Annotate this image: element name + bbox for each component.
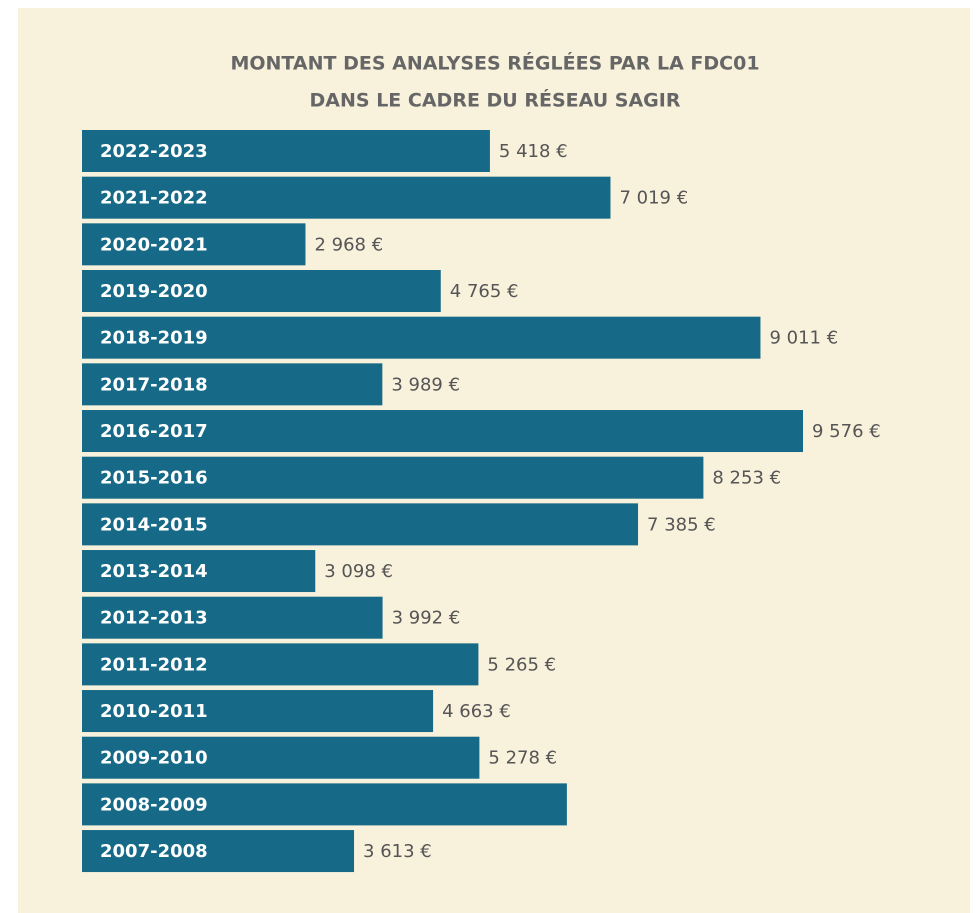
value-label: 3 989 € [391,374,460,395]
bar [82,690,434,733]
bar [82,596,383,639]
value-label: 3 098 € [324,561,393,582]
category-label: 2013-2014 [100,561,208,582]
value-label: 3 613 € [363,841,432,862]
bar [82,456,704,499]
value-label: 9 011 € [769,328,838,349]
category-label: 2018-2019 [100,328,208,349]
bar [82,223,306,266]
category-label: 2022-2023 [100,141,208,162]
value-label: 5 278 € [488,748,557,769]
value-label: 8 253 € [712,468,781,489]
category-label: 2016-2017 [100,421,208,442]
category-label: 2020-2021 [100,234,208,255]
category-label: 2021-2022 [100,188,208,209]
bar [82,270,441,313]
value-label: 4 663 € [442,701,511,722]
value-label: 5 265 € [487,654,556,675]
value-label: 4 765 € [450,281,519,302]
chart-title: MONTANT DES ANALYSES RÉGLÉES PAR LA FDC0… [230,52,759,75]
bar [82,130,490,172]
bar [82,363,383,406]
bar [82,176,611,219]
category-label: 2019-2020 [100,281,208,302]
value-label: 7 019 € [619,188,688,209]
bar [82,830,355,873]
value-label: 3 992 € [392,608,461,629]
bar [82,503,639,546]
category-label: 2011-2012 [100,654,208,675]
category-label: 2012-2013 [100,608,208,629]
bar [82,643,479,686]
value-label: 5 418 € [499,141,568,162]
bar [82,736,480,779]
category-label: 2014-2015 [100,514,208,535]
chart-title: DANS LE CADRE DU RÉSEAU SAGIR [310,89,681,112]
category-label: 2017-2018 [100,374,208,395]
value-label: 2 968 € [314,234,383,255]
bar [82,316,761,359]
category-label: 2007-2008 [100,841,208,862]
category-label: 2010-2011 [100,701,208,722]
value-label: 9 576 € [812,421,881,442]
category-label: 2015-2016 [100,468,208,489]
bar [82,783,567,826]
bar [82,550,316,593]
value-label: 7 385 € [647,514,716,535]
category-label: 2009-2010 [100,748,208,769]
bar [82,410,803,453]
category-label: 2008-2009 [100,794,208,815]
